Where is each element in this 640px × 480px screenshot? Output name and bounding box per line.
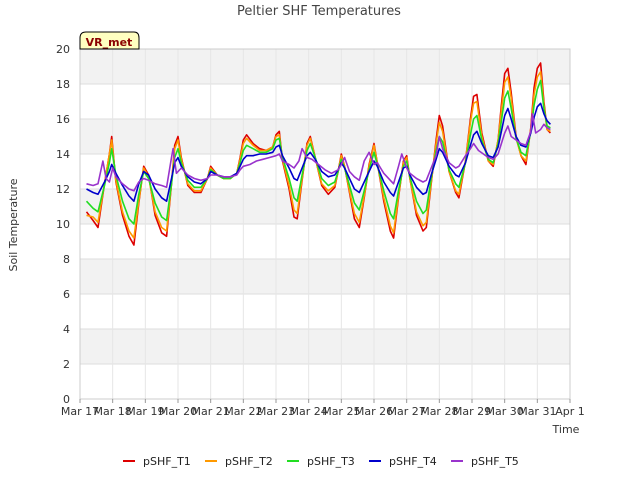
series-line-pshf-t5 bbox=[86, 113, 551, 192]
legend-item: pSHF_T1 bbox=[123, 455, 191, 468]
plot-band bbox=[80, 49, 570, 84]
y-tick-label: 14 bbox=[56, 148, 70, 161]
legend-label: pSHF_T4 bbox=[389, 455, 437, 468]
x-tick-label: Mar 28 bbox=[420, 405, 458, 418]
legend-item: pSHF_T5 bbox=[451, 455, 519, 468]
x-tick-label: Apr 1 bbox=[555, 405, 585, 418]
y-tick-label: 6 bbox=[63, 288, 70, 301]
chart-title: Peltier SHF Temperatures bbox=[237, 4, 401, 19]
legend: pSHF_T1 pSHF_T2 pSHF_T3 pSHF_T4 pSHF_T5 bbox=[123, 455, 519, 468]
legend-item: pSHF_T2 bbox=[205, 455, 273, 468]
plot-band bbox=[80, 294, 570, 329]
badge-text: VR_met bbox=[86, 36, 133, 49]
plot-band bbox=[80, 329, 570, 364]
plot-band bbox=[80, 119, 570, 154]
y-axis-label: Soil Temperature bbox=[7, 178, 20, 271]
plot-border bbox=[79, 48, 571, 400]
legend-label: pSHF_T5 bbox=[471, 455, 519, 468]
y-tick-label: 0 bbox=[63, 393, 70, 406]
series-lines bbox=[85, 62, 551, 246]
x-tick-label: Mar 19 bbox=[126, 405, 164, 418]
y-tick-label: 16 bbox=[56, 113, 70, 126]
legend-label: pSHF_T3 bbox=[307, 455, 355, 468]
x-tick-label: Mar 26 bbox=[355, 405, 393, 418]
plot-band bbox=[80, 189, 570, 224]
x-tick-label: Mar 27 bbox=[388, 405, 426, 418]
y-tick-label: 18 bbox=[56, 78, 70, 91]
plot-band bbox=[80, 259, 570, 294]
y-tick-label: 12 bbox=[56, 183, 70, 196]
legend-label: pSHF_T2 bbox=[225, 455, 273, 468]
plot-band bbox=[80, 364, 570, 399]
series-line-pshf-t4 bbox=[86, 102, 551, 202]
y-tick-label: 2 bbox=[63, 358, 70, 371]
plot-band bbox=[80, 224, 570, 259]
x-tick-label: Mar 29 bbox=[453, 405, 491, 418]
y-tick-label: 20 bbox=[56, 43, 70, 56]
plot-band bbox=[80, 84, 570, 119]
x-tick-label: Mar 21 bbox=[192, 405, 230, 418]
vr-met-badge: VR_met bbox=[79, 31, 140, 50]
y-tick-label: 10 bbox=[56, 218, 70, 231]
legend-label: pSHF_T1 bbox=[143, 455, 191, 468]
x-tick-label: Mar 30 bbox=[486, 405, 524, 418]
y-tick-label: 4 bbox=[63, 323, 70, 336]
x-tick-label: Mar 17 bbox=[61, 405, 99, 418]
x-tick-label: Mar 24 bbox=[290, 405, 328, 418]
y-axis-ticks: 0 2 4 6 8 10 12 14 16 18 20 bbox=[56, 43, 70, 406]
x-tick-label: Mar 18 bbox=[94, 405, 132, 418]
x-tick-label: Mar 31 bbox=[518, 405, 556, 418]
x-axis-label: Time bbox=[552, 423, 580, 436]
x-tick-label: Mar 23 bbox=[257, 405, 295, 418]
x-tick-label: Mar 22 bbox=[224, 405, 262, 418]
x-tick-label: Mar 25 bbox=[322, 405, 360, 418]
y-tick-label: 8 bbox=[63, 253, 70, 266]
x-tick-label: Mar 20 bbox=[159, 405, 197, 418]
legend-item: pSHF_T4 bbox=[369, 455, 437, 468]
legend-item: pSHF_T3 bbox=[287, 455, 355, 468]
